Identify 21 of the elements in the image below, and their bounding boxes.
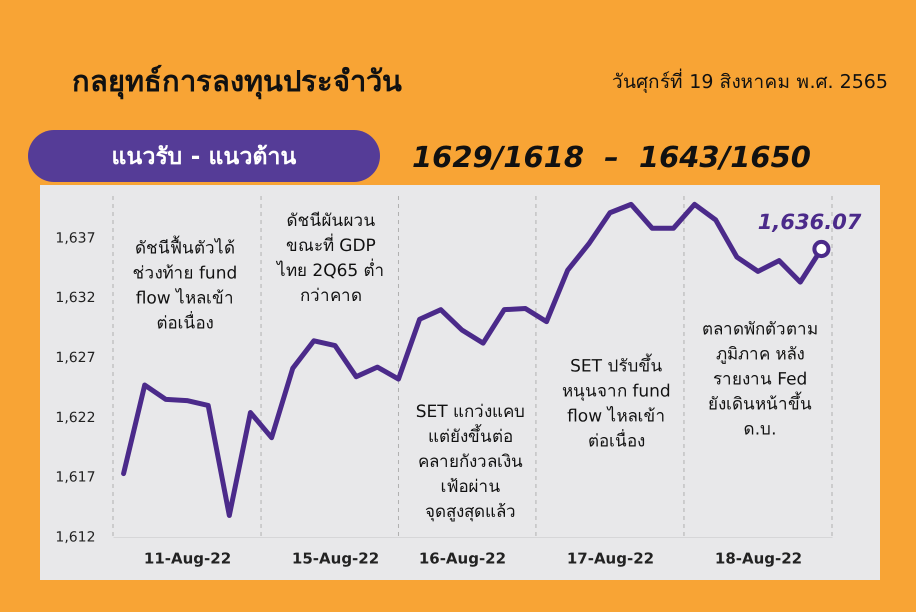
y-tick-label: 1,637	[55, 230, 96, 246]
x-tick-label: 16-Aug-22	[418, 550, 506, 568]
y-tick-label: 1,612	[55, 530, 96, 546]
x-tick-label: 17-Aug-22	[566, 550, 654, 568]
y-tick-label: 1,622	[55, 410, 96, 426]
annotation: SET แกว่งแคบ แต่ยังขึ้นต่อ คลายกังวลเงิน เฟ้อผ่าน จุดสูงสุดแล้ว	[416, 402, 526, 522]
x-tick-label: 18-Aug-22	[714, 550, 802, 568]
annotation: ดัชนีผันผวน ขณะที่ GDP ไทย 2Q65 ต่ำ กว่าคาด	[274, 210, 385, 306]
chart-title: กลยุทธ์การลงทุนประจำวัน	[72, 63, 402, 102]
annotation: 1,636.07	[758, 210, 862, 234]
text: แนวรับ - แนวต้าน	[28, 130, 380, 182]
annotation: ดัชนีฟื้นตัวได้ ช่วงท้าย fund flow ไหลเข้า ต่อเนื่อง	[132, 235, 238, 334]
y-tick-label: 1,627	[55, 350, 96, 366]
x-tick-label: 11-Aug-22	[144, 550, 232, 568]
y-tick-label: 1,632	[55, 290, 96, 306]
chart-subtitle: วันศุกร์ที่ 19 สิงหาคม พ.ศ. 2565	[612, 68, 888, 95]
text: 1629/1618 – 1643/1650	[412, 140, 811, 174]
annotation: SET ปรับขึ้น หนุนจาก fund flow ไหลเข้า ต่อเนื่อง	[562, 354, 671, 452]
x-tick-label: 15-Aug-22	[292, 550, 380, 568]
y-tick-label: 1,617	[55, 470, 96, 486]
annotation: ตลาดพักตัวตาม ภูมิภาค หลัง รายงาน Fed ยังเดินหน้าขึ้น ด.บ.	[702, 320, 818, 440]
